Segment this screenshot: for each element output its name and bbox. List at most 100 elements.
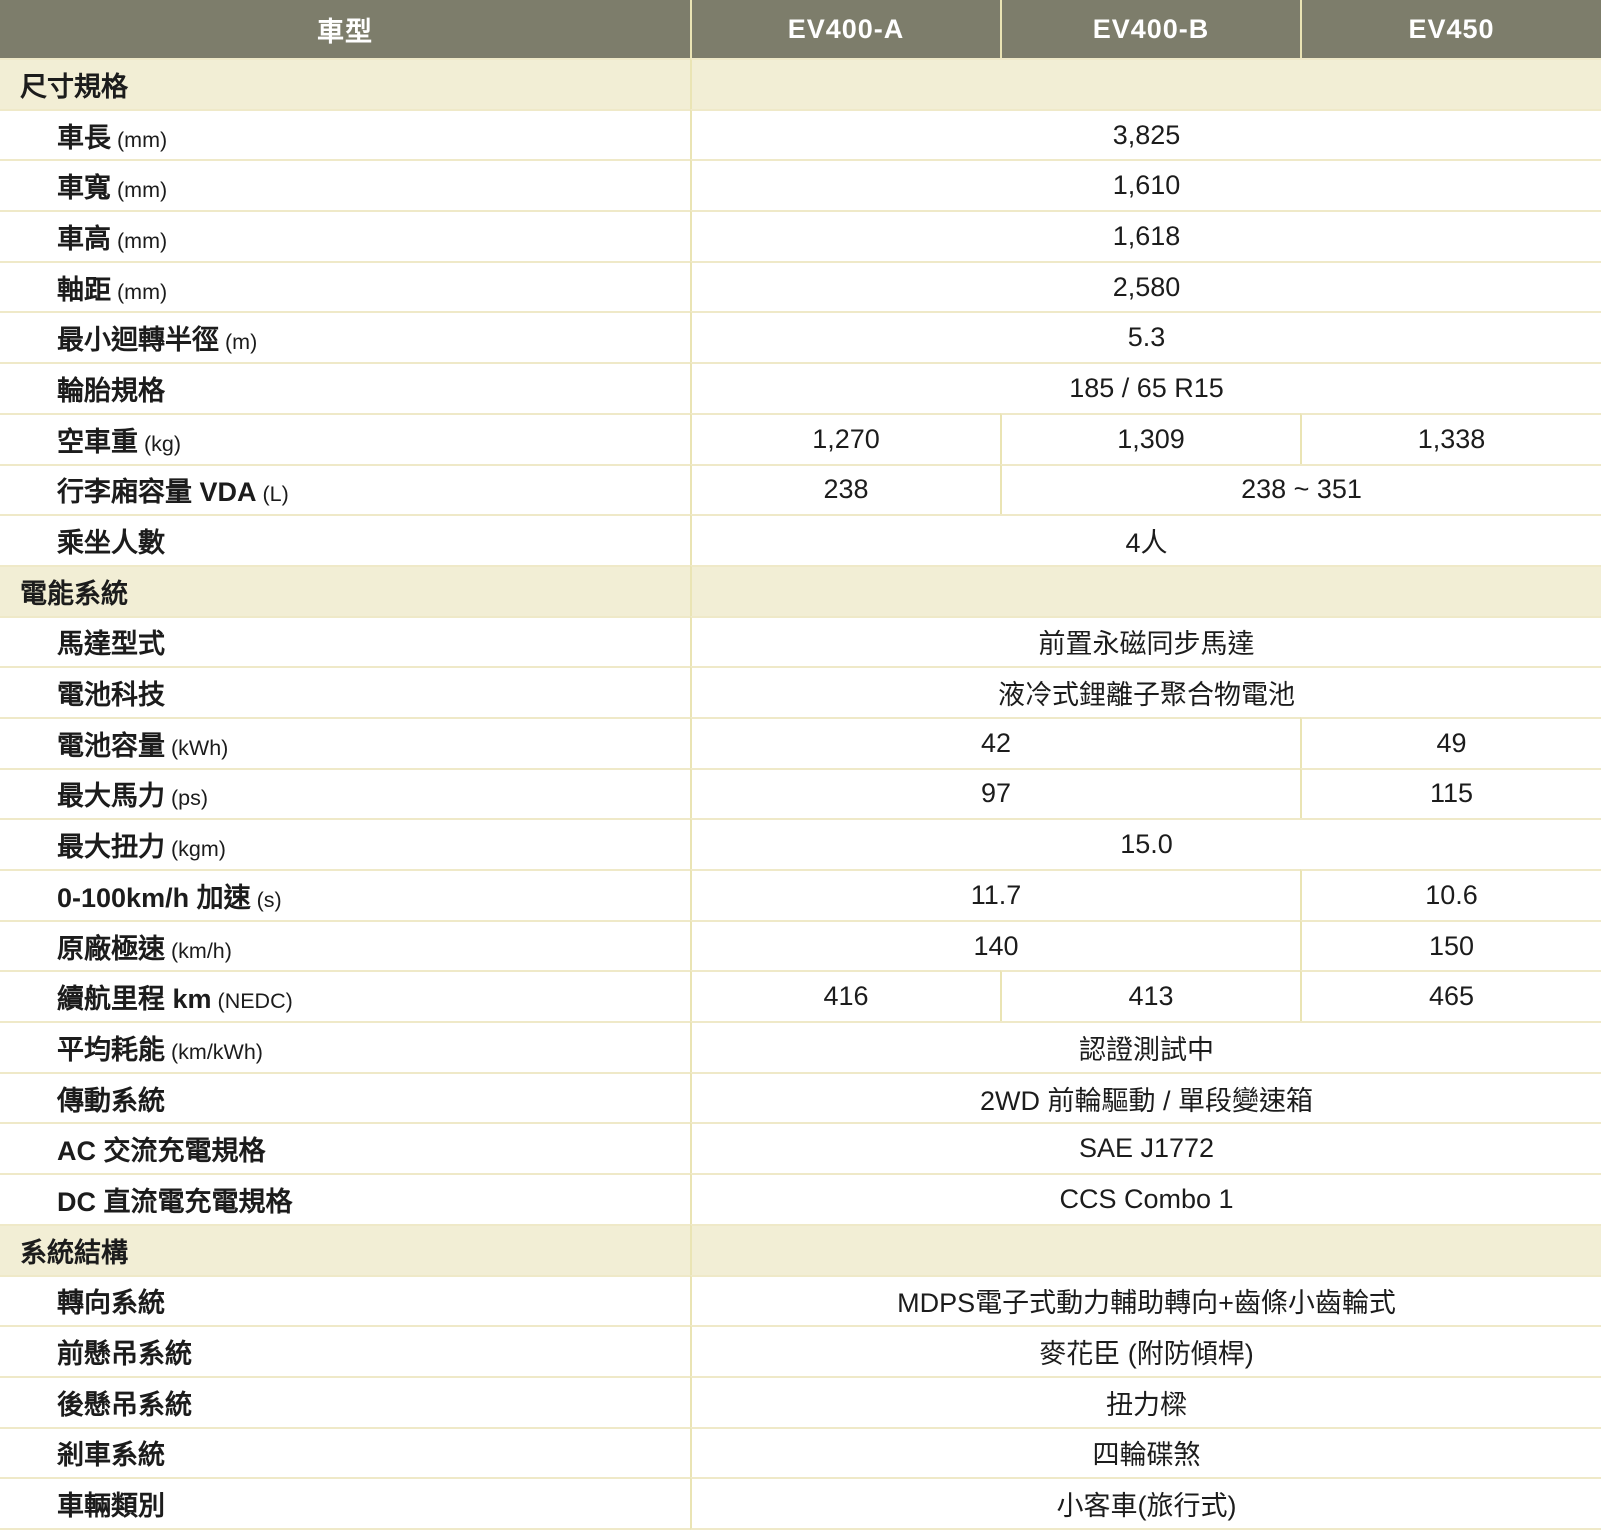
spec-value-cell: 4人 [690,514,1601,565]
spec-label-text: 車寬 [57,173,111,204]
spec-label-text: 電池科技 [57,680,165,711]
spec-label-cell: 後懸吊系統 [0,1375,690,1427]
spec-label-cell: DC 直流電充電規格 [0,1173,690,1224]
spec-row: AC 交流充電規格 SAE J1772 [0,1122,1601,1174]
spec-label-cell: 車高 (mm) [0,210,690,261]
spec-label-cell: 剎車系統 [0,1426,690,1478]
spec-value-cell: SAE J1772 [690,1122,1601,1174]
spec-label-text: 前懸吊系統 [57,1339,192,1370]
spec-value-cell: 認證測試中 [690,1021,1601,1072]
section-title-spacer [690,564,1601,616]
spec-value-cell: MDPS電子式動力輔助轉向+齒條小齒輪式 [690,1274,1601,1326]
spec-value-cell: 42 [690,716,1300,768]
spec-label-text: 電池容量 [57,730,165,761]
spec-label-text: 平均耗能 [57,1034,165,1065]
spec-row: 電池科技 液冷式鋰離子聚合物電池 [0,666,1601,717]
spec-label-unit: (mm) [117,178,168,203]
spec-value-cell: 10.6 [1300,869,1601,920]
spec-label-unit: (mm) [117,279,168,304]
spec-label-text: 剎車系統 [57,1440,165,1471]
spec-label-cell: 最大馬力 (ps) [0,767,690,819]
spec-value-cell: 1,338 [1300,412,1601,464]
spec-row: 輪胎規格 185 / 65 R15 [0,362,1601,413]
spec-label-text: 車輛類別 [57,1491,165,1522]
spec-label-unit: (km/kWh) [171,1039,263,1064]
spec-label-cell: 0-100km/h 加速 (s) [0,869,690,920]
section-title: 系統結構 [0,1223,690,1275]
spec-label-unit: (mm) [117,127,168,152]
spec-label-cell: 馬達型式 [0,615,690,667]
spec-value-cell: 115 [1300,767,1601,819]
spec-row: 行李廂容量 VDA (L) 238 238 ~ 351 [0,463,1601,515]
spec-value-cell: 1,610 [690,159,1601,211]
spec-label-text: 轉向系統 [57,1288,165,1319]
spec-value-cell: 185 / 65 R15 [690,362,1601,413]
section-row: 電能系統 [0,564,1601,616]
spec-label-cell: 轉向系統 [0,1274,690,1326]
spec-label-cell: 軸距 (mm) [0,260,690,312]
spec-label-text: 乘坐人數 [57,528,165,559]
spec-row: 軸距 (mm) 2,580 [0,260,1601,312]
spec-row: 最大馬力 (ps) 97 115 [0,767,1601,819]
spec-row: 0-100km/h 加速 (s) 11.7 10.6 [0,869,1601,920]
spec-label-text: 車高 [57,223,111,254]
spec-value-cell: 3,825 [690,108,1601,160]
spec-value-cell: 413 [1000,970,1300,1022]
spec-label-cell: 續航里程 km (NEDC) [0,970,690,1022]
spec-value-cell: 四輪碟煞 [690,1426,1601,1478]
spec-value-cell: 小客車(旅行式) [690,1477,1601,1530]
header-model-label: 車型 [0,0,690,58]
spec-value-cell: 1,309 [1000,412,1300,464]
spec-row: 車長 (mm) 3,825 [0,108,1601,160]
spec-row: 後懸吊系統 扭力樑 [0,1375,1601,1427]
spec-label-cell: 傳動系統 [0,1071,690,1123]
spec-label-cell: 電池科技 [0,666,690,717]
spec-row: 乘坐人數 4人 [0,514,1601,565]
spec-row: 車寬 (mm) 1,610 [0,159,1601,211]
spec-value-cell: 2,580 [690,260,1601,312]
section-title: 電能系統 [0,564,690,616]
section-row: 系統結構 [0,1223,1601,1275]
spec-value-cell: 5.3 [690,311,1601,363]
spec-table-body: 尺寸規格 車長 (mm) 3,825 車寬 (mm) 1,610 車高 (mm) 1,618 軸距(… [0,58,1601,1530]
header-col-ev400-b: EV400-B [1000,0,1300,58]
spec-label-cell: 乘坐人數 [0,514,690,565]
spec-value-cell: 1,270 [690,412,1000,464]
spec-label-text: 0-100km/h 加速 [57,882,251,913]
spec-label-unit: (ps) [171,786,209,811]
section-title: 尺寸規格 [0,58,690,109]
spec-value-cell: 238 ~ 351 [1000,463,1601,515]
spec-label-text: 傳動系統 [57,1085,165,1116]
spec-row: 轉向系統 MDPS電子式動力輔助轉向+齒條小齒輪式 [0,1274,1601,1326]
table-header-row: 車型 EV400-A EV400-B EV450 [0,0,1601,58]
spec-value-cell: 1,618 [690,210,1601,261]
spec-label-text: 馬達型式 [57,629,165,660]
section-title-spacer [690,1223,1601,1275]
spec-label-cell: 車輛類別 [0,1477,690,1530]
spec-label-cell: 電池容量 (kWh) [0,716,690,768]
spec-row: DC 直流電充電規格 CCS Combo 1 [0,1173,1601,1224]
spec-label-unit: (kg) [144,431,182,456]
spec-row: 最大扭力 (kgm) 15.0 [0,818,1601,869]
spec-label-unit: (NEDC) [217,989,293,1014]
spec-value-cell: CCS Combo 1 [690,1173,1601,1224]
spec-label-unit: (kgm) [171,837,226,862]
spec-value-cell: 扭力樑 [690,1375,1601,1427]
spec-value-cell: 15.0 [690,818,1601,869]
spec-row: 空車重 (kg) 1,270 1,309 1,338 [0,412,1601,464]
spec-label-unit: (km/h) [171,938,232,963]
spec-row: 馬達型式 前置永磁同步馬達 [0,615,1601,667]
spec-label-unit: (kWh) [171,735,229,760]
spec-row: 車高 (mm) 1,618 [0,210,1601,261]
spec-label-unit: (m) [225,330,258,355]
spec-label-cell: 前懸吊系統 [0,1325,690,1376]
spec-row: 剎車系統 四輪碟煞 [0,1426,1601,1478]
spec-label-unit: (L) [262,482,289,507]
spec-row: 電池容量 (kWh) 42 49 [0,716,1601,768]
spec-row: 原廠極速 (km/h) 140 150 [0,919,1601,971]
spec-label-unit: (mm) [117,228,168,253]
spec-value-cell: 150 [1300,919,1601,971]
spec-value-cell: 液冷式鋰離子聚合物電池 [690,666,1601,717]
spec-value-cell: 49 [1300,716,1601,768]
spec-value-cell: 416 [690,970,1000,1022]
